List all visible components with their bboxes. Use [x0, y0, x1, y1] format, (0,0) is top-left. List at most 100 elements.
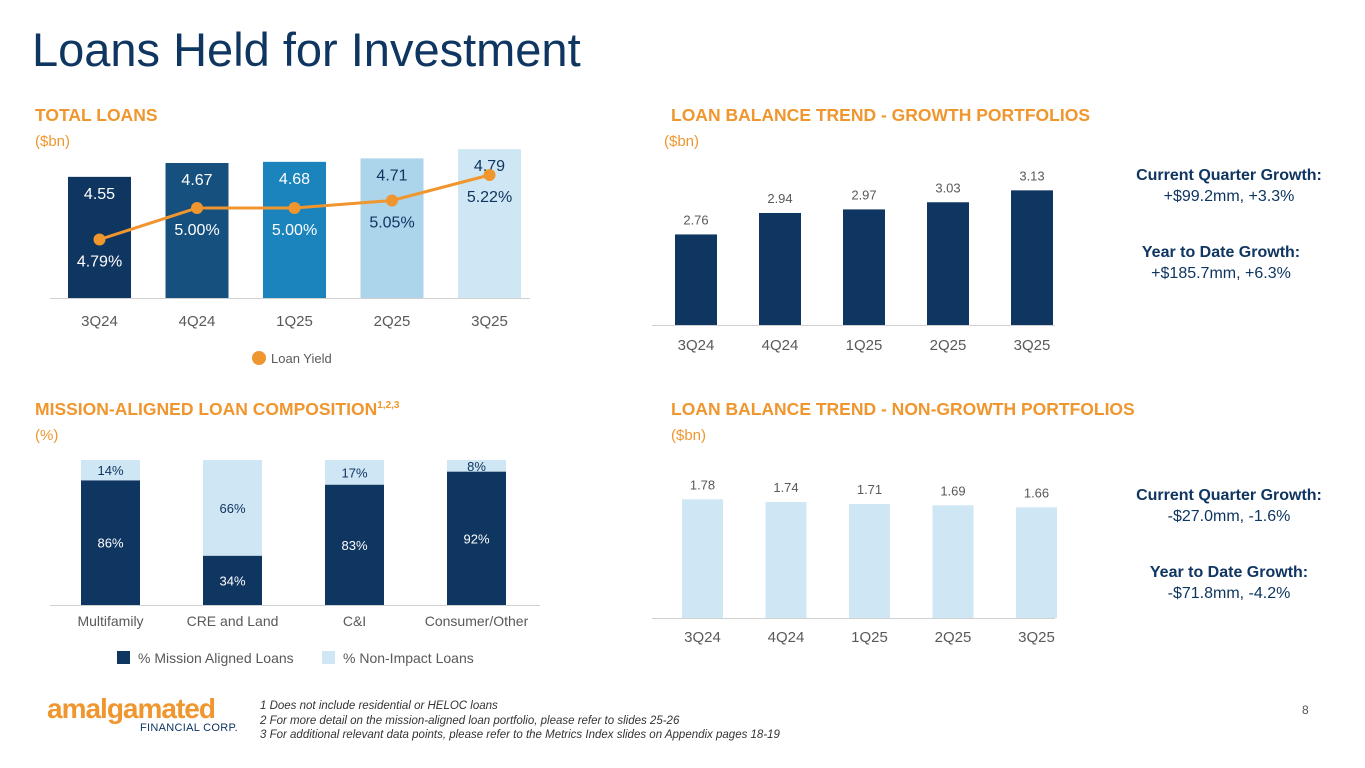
non-impact-segment — [447, 460, 506, 472]
nongrowth-title: LOAN BALANCE TREND - NON-GROWTH PORTFOLI… — [671, 399, 1135, 419]
mission-aligned-segment — [447, 471, 506, 605]
page-title: Loans Held for Investment — [32, 23, 581, 76]
mission-x-tick: Multifamily — [77, 613, 143, 629]
growth-x-tick: 3Q25 — [1014, 337, 1051, 354]
nongrowth-bar — [1016, 507, 1057, 618]
growth-bar — [927, 202, 969, 325]
growth-bar — [843, 209, 885, 325]
total-x-tick: 4Q24 — [179, 313, 216, 330]
total-bar-label: 4.55 — [84, 186, 115, 203]
non-impact-label: 66% — [219, 501, 245, 516]
growth-bar-label: 2.94 — [767, 191, 792, 206]
growth-bar-label: 3.13 — [1019, 168, 1044, 183]
legend-non-impact-label: % Non-Impact Loans — [343, 650, 474, 666]
loan-yield-point — [483, 169, 496, 181]
loan-yield-point — [191, 202, 203, 214]
total-bar — [165, 163, 229, 298]
growth-x-tick: 1Q25 — [846, 337, 883, 354]
loan-yield-label: 5.22% — [467, 189, 512, 206]
loan-yield-label: 5.05% — [369, 215, 414, 232]
nongrowth-bar — [849, 504, 890, 618]
growth-quarter-note-title: Current Quarter Growth: — [1136, 167, 1322, 184]
loan-yield-point — [93, 233, 106, 246]
mission-aligned-label: 83% — [341, 538, 367, 553]
growth-bar — [759, 212, 801, 325]
total-bar-label: 4.71 — [376, 167, 407, 184]
mission-chart: 86% 14% Multifamily 34% 66% CRE and Land 83% 17… — [50, 459, 540, 666]
legend-non-impact-marker — [322, 651, 335, 664]
total-bar — [263, 161, 326, 298]
nongrowth-x-tick: 2Q25 — [935, 629, 972, 646]
nongrowth-quarter-note-title: Current Quarter Growth: — [1136, 487, 1322, 504]
growth-unit: ($bn) — [664, 133, 700, 150]
non-impact-label: 17% — [341, 465, 367, 480]
nongrowth-bar — [682, 499, 723, 618]
loan-yield-point — [386, 194, 398, 207]
legend-loan-yield-label: Loan Yield — [271, 351, 332, 366]
loan-yield-label: 4.79% — [77, 254, 122, 271]
growth-x-tick: 2Q25 — [930, 337, 967, 354]
total-x-tick: 2Q25 — [374, 313, 411, 330]
total-bar-label: 4.79 — [474, 158, 505, 175]
loan-yield-point — [288, 202, 301, 214]
nongrowth-bar-label: 1.71 — [857, 482, 882, 497]
total-x-tick: 3Q25 — [471, 313, 508, 330]
growth-x-tick: 4Q24 — [762, 337, 799, 354]
growth-quarter-note-value: +$99.2mm, +3.3% — [1163, 188, 1295, 205]
non-impact-segment — [203, 460, 262, 556]
total-loans-title: TOTAL LOANS — [35, 105, 158, 125]
growth-title: LOAN BALANCE TREND - GROWTH PORTFOLIOS — [671, 105, 1091, 125]
mission-title: MISSION-ALIGNED LOAN COMPOSITION1,2,3 — [35, 399, 399, 420]
nongrowth-x-tick: 3Q25 — [1018, 629, 1055, 646]
footnotes: 1 Does not include residential or HELOC … — [260, 699, 780, 743]
nongrowth-bar — [932, 505, 974, 618]
growth-bar — [1011, 190, 1053, 325]
nongrowth-x-tick: 1Q25 — [851, 629, 888, 646]
mission-x-tick: Consumer/Other — [425, 613, 529, 629]
nongrowth-unit: ($bn) — [671, 427, 707, 444]
nongrowth-ytd-note: Year to Date Growth: -$71.8mm, -4.2% — [1109, 562, 1349, 604]
nongrowth-x-tick: 4Q24 — [768, 629, 805, 646]
growth-bar — [675, 234, 717, 325]
total-loans-unit: ($bn) — [35, 133, 71, 150]
footnote-1: 1 Does not include residential or HELOC … — [260, 700, 498, 712]
footnote-3: 3 For additional relevant data points, p… — [260, 729, 780, 741]
legend-loan-yield-marker — [252, 351, 266, 365]
non-impact-segment — [81, 460, 140, 481]
growth-quarter-note: Current Quarter Growth: +$99.2mm, +3.3% — [1109, 165, 1349, 207]
non-impact-segment — [325, 460, 384, 485]
growth-ytd-note-title: Year to Date Growth: — [1141, 244, 1301, 261]
total-bar — [360, 158, 424, 298]
growth-bar-label: 2.76 — [683, 212, 708, 227]
non-impact-label: 8% — [467, 459, 486, 474]
legend-mission-aligned-label: % Mission Aligned Loans — [138, 650, 294, 666]
growth-bar-label: 2.97 — [851, 187, 876, 202]
mission-title-sup: 1,2,3 — [377, 400, 400, 412]
mission-aligned-segment — [325, 484, 384, 605]
nongrowth-bar — [765, 502, 807, 618]
total-x-tick: 3Q24 — [81, 313, 118, 330]
total-x-tick: 1Q25 — [276, 313, 313, 330]
nongrowth-ytd-note-value: -$71.8mm, -4.2% — [1167, 585, 1291, 602]
mission-x-tick: CRE and Land — [187, 613, 279, 629]
growth-ytd-note-value: +$185.7mm, +6.3% — [1151, 265, 1291, 282]
total-bar-label: 4.67 — [181, 172, 212, 189]
nongrowth-ytd-note-title: Year to Date Growth: — [1149, 564, 1309, 581]
mission-unit: (%) — [35, 427, 59, 444]
page-number: 8 — [1302, 703, 1309, 717]
footnote-2: 2 For more detail on the mission-aligned… — [260, 714, 680, 727]
non-impact-label: 14% — [97, 463, 123, 478]
mission-title-text: MISSION-ALIGNED LOAN COMPOSITION — [35, 399, 378, 419]
nongrowth-bar-label: 1.69 — [940, 483, 965, 498]
growth-bar-label: 3.03 — [935, 180, 960, 195]
growth-chart: 2.76 3Q24 2.94 4Q24 2.97 1Q25 3.03 2Q25 3.13 3Q25 — [652, 168, 1055, 354]
nongrowth-chart: 1.78 3Q24 1.74 4Q24 1.71 1Q25 1.69 2Q25 1.66 3Q25 — [652, 477, 1057, 646]
mission-aligned-label: 86% — [97, 536, 123, 551]
total-loans-chart: 4.55 3Q24 4.67 4Q24 4.68 1Q25 4.71 2Q25 4.79 3Q25… — [50, 149, 530, 366]
loan-yield-label: 5.00% — [174, 222, 219, 239]
nongrowth-bar-label: 1.78 — [690, 477, 715, 492]
nongrowth-bar-label: 1.74 — [773, 480, 798, 495]
nongrowth-x-tick: 3Q24 — [684, 629, 721, 646]
mission-aligned-label: 34% — [219, 573, 245, 588]
mission-aligned-segment — [81, 480, 140, 605]
